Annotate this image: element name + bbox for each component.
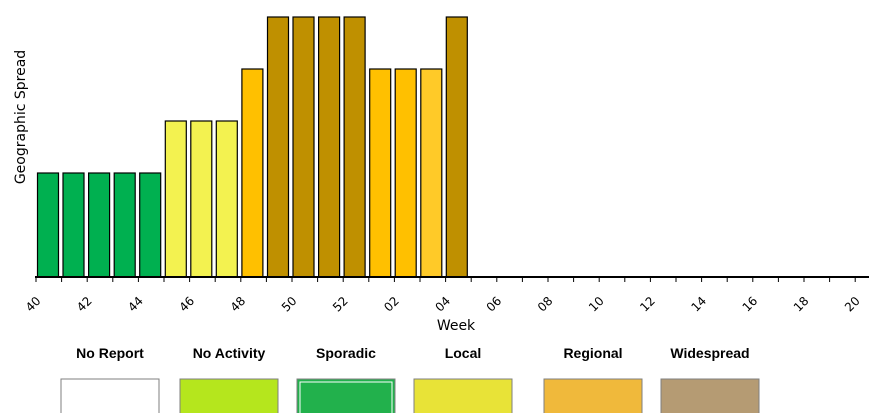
legend-swatch [179, 378, 279, 413]
bar-week-41 [62, 172, 85, 278]
legend-label: Sporadic [316, 345, 376, 361]
bar-week-46 [190, 120, 213, 278]
x-tick-label: 16 [740, 294, 761, 315]
bar-week-52 [343, 16, 366, 278]
bar-week-48 [241, 68, 264, 278]
x-tick-label: 44 [125, 294, 146, 315]
bar-week-44 [139, 172, 162, 278]
x-tick-label: 10 [586, 294, 607, 315]
legend-swatch [296, 378, 396, 413]
bar-week-49 [266, 16, 290, 278]
x-tick-label: 40 [23, 294, 44, 315]
x-tick-label: 52 [330, 294, 351, 315]
x-tick-label: 04 [432, 294, 453, 315]
legend: No Report No Activity Sporadic Local Regiona… [60, 345, 760, 413]
legend-swatch [543, 378, 643, 413]
bar-week-01 [369, 68, 392, 278]
x-tick-label: 50 [279, 294, 300, 315]
bars-group [36, 16, 468, 278]
bar-week-47 [215, 120, 238, 278]
legend-swatch [60, 378, 160, 413]
legend-swatch [413, 378, 513, 413]
bar-week-03 [420, 68, 443, 278]
x-axis-ticks: 40 42 44 46 48 50 52 02 04 06 08 10 12 14 16 18 20 [23, 277, 863, 315]
x-tick-label: 12 [637, 294, 658, 315]
legend-label: Local [445, 345, 482, 361]
x-tick-label: 02 [381, 294, 402, 315]
x-tick-label: 18 [791, 294, 812, 315]
y-axis-title: Geographic Spread [13, 50, 29, 184]
legend-label: Regional [563, 345, 622, 361]
x-axis-title: Week [437, 318, 476, 334]
x-tick-label: 06 [484, 294, 505, 315]
x-tick-label: 14 [688, 294, 709, 315]
bar-week-43 [113, 172, 136, 278]
x-tick-label: 42 [74, 294, 95, 315]
bar-week-40 [36, 172, 60, 278]
legend-swatch-inner-border [299, 381, 393, 413]
x-tick-label: 46 [176, 294, 197, 315]
bar-week-50 [292, 16, 315, 278]
legend-label: No Report [76, 345, 144, 361]
bar-week-04 [445, 16, 468, 278]
legend-label: Widespread [670, 345, 749, 361]
x-tick-label: 48 [228, 294, 249, 315]
bar-week-45 [164, 120, 187, 278]
bar-week-42 [87, 172, 111, 278]
x-tick-label: 20 [842, 294, 863, 315]
legend-swatch [660, 378, 760, 413]
legend-label: No Activity [193, 345, 266, 361]
bar-week-51 [318, 16, 341, 278]
x-tick-label: 08 [535, 294, 556, 315]
bar-week-02 [394, 68, 417, 278]
